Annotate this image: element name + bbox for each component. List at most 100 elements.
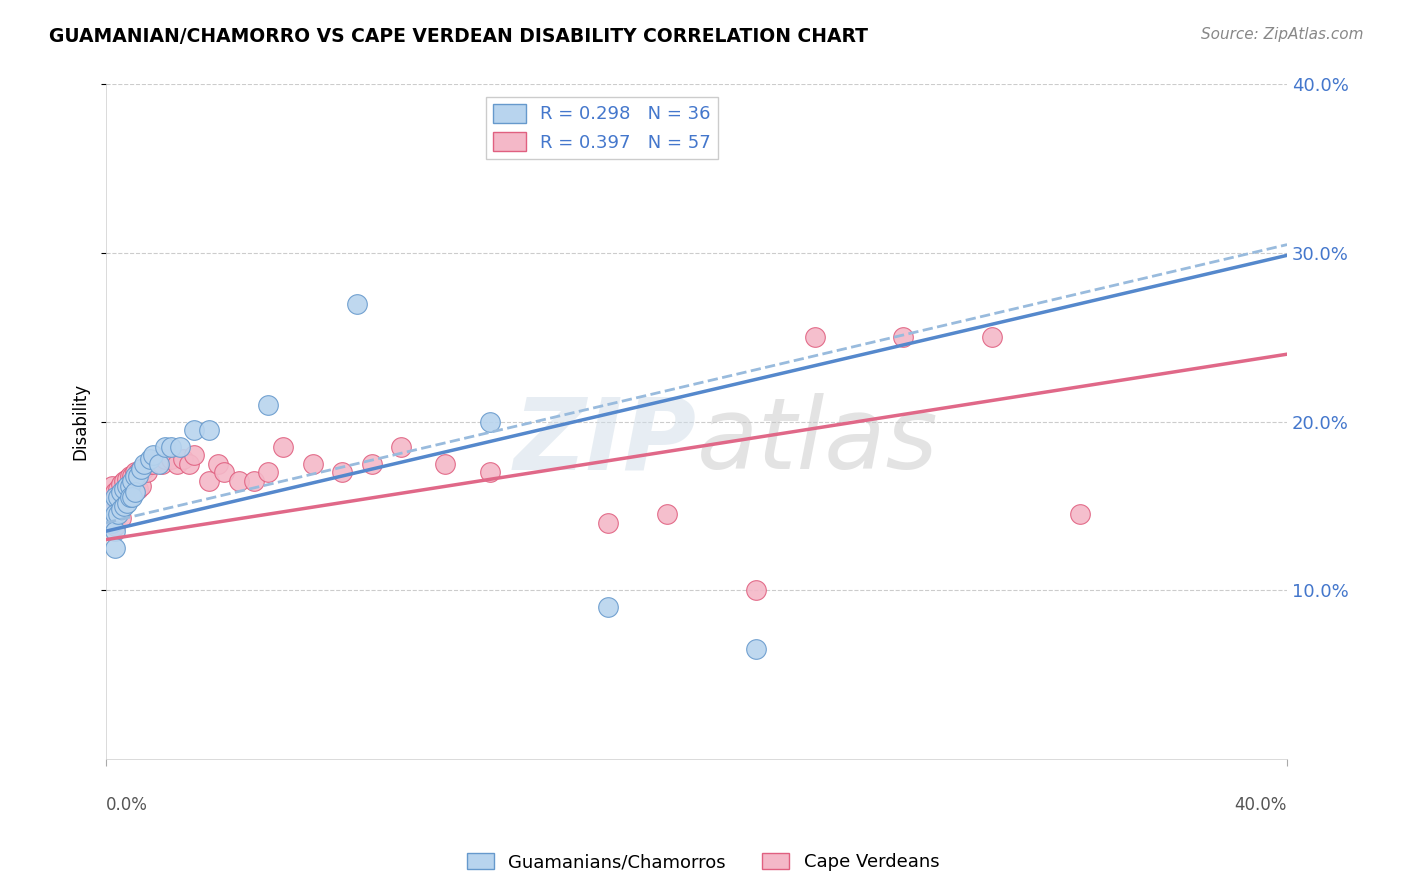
Point [104,541,127,555]
Point [101,512,124,526]
Point [142,448,165,462]
Point [127,465,149,479]
Point [110,477,132,491]
Point [596,600,619,615]
Point [134,462,156,476]
Point [207,457,229,471]
Point [148,451,170,466]
Point [160,440,183,454]
Legend: Guamanians/Chamorros, Cape Verdeans: Guamanians/Chamorros, Cape Verdeans [460,846,946,879]
Point [110,485,132,500]
Point [596,516,619,530]
Point [121,485,143,500]
Point [118,468,141,483]
Point [107,499,129,513]
Point [101,516,124,530]
Point [980,330,1002,344]
Point [104,508,127,522]
Point [301,457,323,471]
Point [118,485,141,500]
Point [271,440,294,454]
Point [172,451,194,466]
Point [478,415,501,429]
Point [124,468,146,483]
Point [110,510,132,524]
Point [212,465,235,479]
Point [655,508,678,522]
Point [131,462,153,476]
Point [101,495,124,509]
Text: 40.0%: 40.0% [1234,796,1286,814]
Point [257,398,280,412]
Point [228,474,250,488]
Point [198,423,221,437]
Point [112,474,135,488]
Y-axis label: Disability: Disability [72,383,89,460]
Point [360,457,382,471]
Point [115,472,138,486]
Point [121,491,143,505]
Point [107,491,129,505]
Point [131,478,153,492]
Point [104,519,127,533]
Text: Source: ZipAtlas.com: Source: ZipAtlas.com [1201,27,1364,42]
Point [131,462,153,476]
Point [115,478,138,492]
Point [891,330,914,344]
Text: GUAMANIAN/CHAMORRO VS CAPE VERDEAN DISABILITY CORRELATION CHART: GUAMANIAN/CHAMORRO VS CAPE VERDEAN DISAB… [49,27,869,45]
Point [134,457,156,471]
Point [104,491,127,505]
Point [115,489,138,503]
Point [478,465,501,479]
Point [744,583,766,598]
Point [127,468,149,483]
Point [183,448,205,462]
Point [139,451,162,466]
Point [112,482,135,496]
Point [107,482,129,496]
Point [118,478,141,492]
Point [112,499,135,513]
Point [104,502,127,516]
Point [110,493,132,508]
Point [242,474,264,488]
Point [110,502,132,516]
Point [142,457,165,471]
Point [148,457,170,471]
Point [198,474,221,488]
Point [150,457,173,471]
Point [183,423,205,437]
Point [101,478,124,492]
Point [136,465,159,479]
Text: ZIP: ZIP [513,393,696,491]
Point [104,524,127,539]
Point [139,457,162,471]
Point [101,499,124,513]
Point [330,465,353,479]
Point [166,457,188,471]
Point [121,468,143,483]
Point [115,495,138,509]
Point [121,474,143,488]
Point [112,491,135,505]
Point [744,642,766,657]
Text: 0.0%: 0.0% [105,796,148,814]
Point [177,457,200,471]
Point [104,485,127,500]
Point [160,451,183,466]
Point [434,457,457,471]
Point [803,330,825,344]
Point [257,465,280,479]
Point [107,508,129,522]
Point [118,491,141,505]
Point [124,465,146,479]
Point [124,485,146,500]
Point [124,482,146,496]
Legend: R = 0.298   N = 36, R = 0.397   N = 57: R = 0.298 N = 36, R = 0.397 N = 57 [486,97,718,159]
Point [153,440,176,454]
Point [1069,508,1091,522]
Point [169,440,191,454]
Point [389,440,412,454]
Text: atlas: atlas [696,393,938,491]
Point [153,451,176,466]
